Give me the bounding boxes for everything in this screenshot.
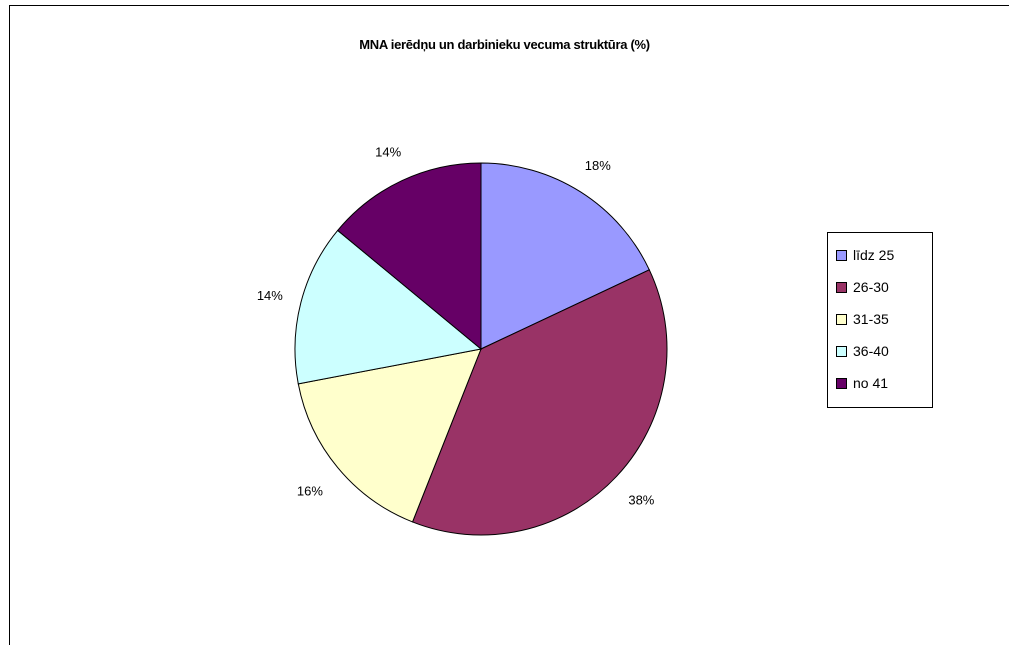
slice-label-1: 38% — [628, 493, 654, 508]
legend-item-26-30: 26-30 — [828, 271, 932, 303]
pie-slice-2 — [297, 348, 482, 523]
slice-label-2: 16% — [297, 484, 323, 499]
slice-label-0: 18% — [585, 158, 611, 173]
legend-label: no 41 — [853, 375, 889, 391]
legend-swatch — [836, 377, 847, 389]
legend-swatch — [836, 249, 847, 261]
chart-title: MNA ierēdņu un darbinieku vecuma struktū… — [359, 37, 650, 52]
pie-slice-1 — [411, 269, 668, 536]
legend-swatch — [836, 345, 847, 357]
slice-label-3: 14% — [257, 288, 283, 303]
legend: līdz 25 26-30 31-35 36-40 no 41 — [827, 232, 933, 408]
pie-slice-0 — [480, 162, 650, 350]
legend-item-no-41: no 41 — [828, 367, 932, 399]
legend-label: līdz 25 — [853, 247, 895, 263]
legend-item-36-40: 36-40 — [828, 335, 932, 367]
slice-label-4: 14% — [375, 145, 401, 160]
legend-label: 26-30 — [853, 279, 889, 295]
pie-chart: 18% 38% 16% 14% 14% — [257, 145, 668, 536]
legend-swatch — [836, 313, 847, 325]
pie-slice-3 — [294, 229, 483, 385]
legend-item-lidz-25: līdz 25 — [828, 239, 932, 271]
pie-slice-4 — [336, 162, 482, 351]
legend-label: 31-35 — [853, 311, 889, 327]
legend-label: 36-40 — [853, 343, 889, 359]
legend-item-31-35: 31-35 — [828, 303, 932, 335]
legend-swatch — [836, 281, 847, 293]
chart-area — [9, 5, 1009, 645]
